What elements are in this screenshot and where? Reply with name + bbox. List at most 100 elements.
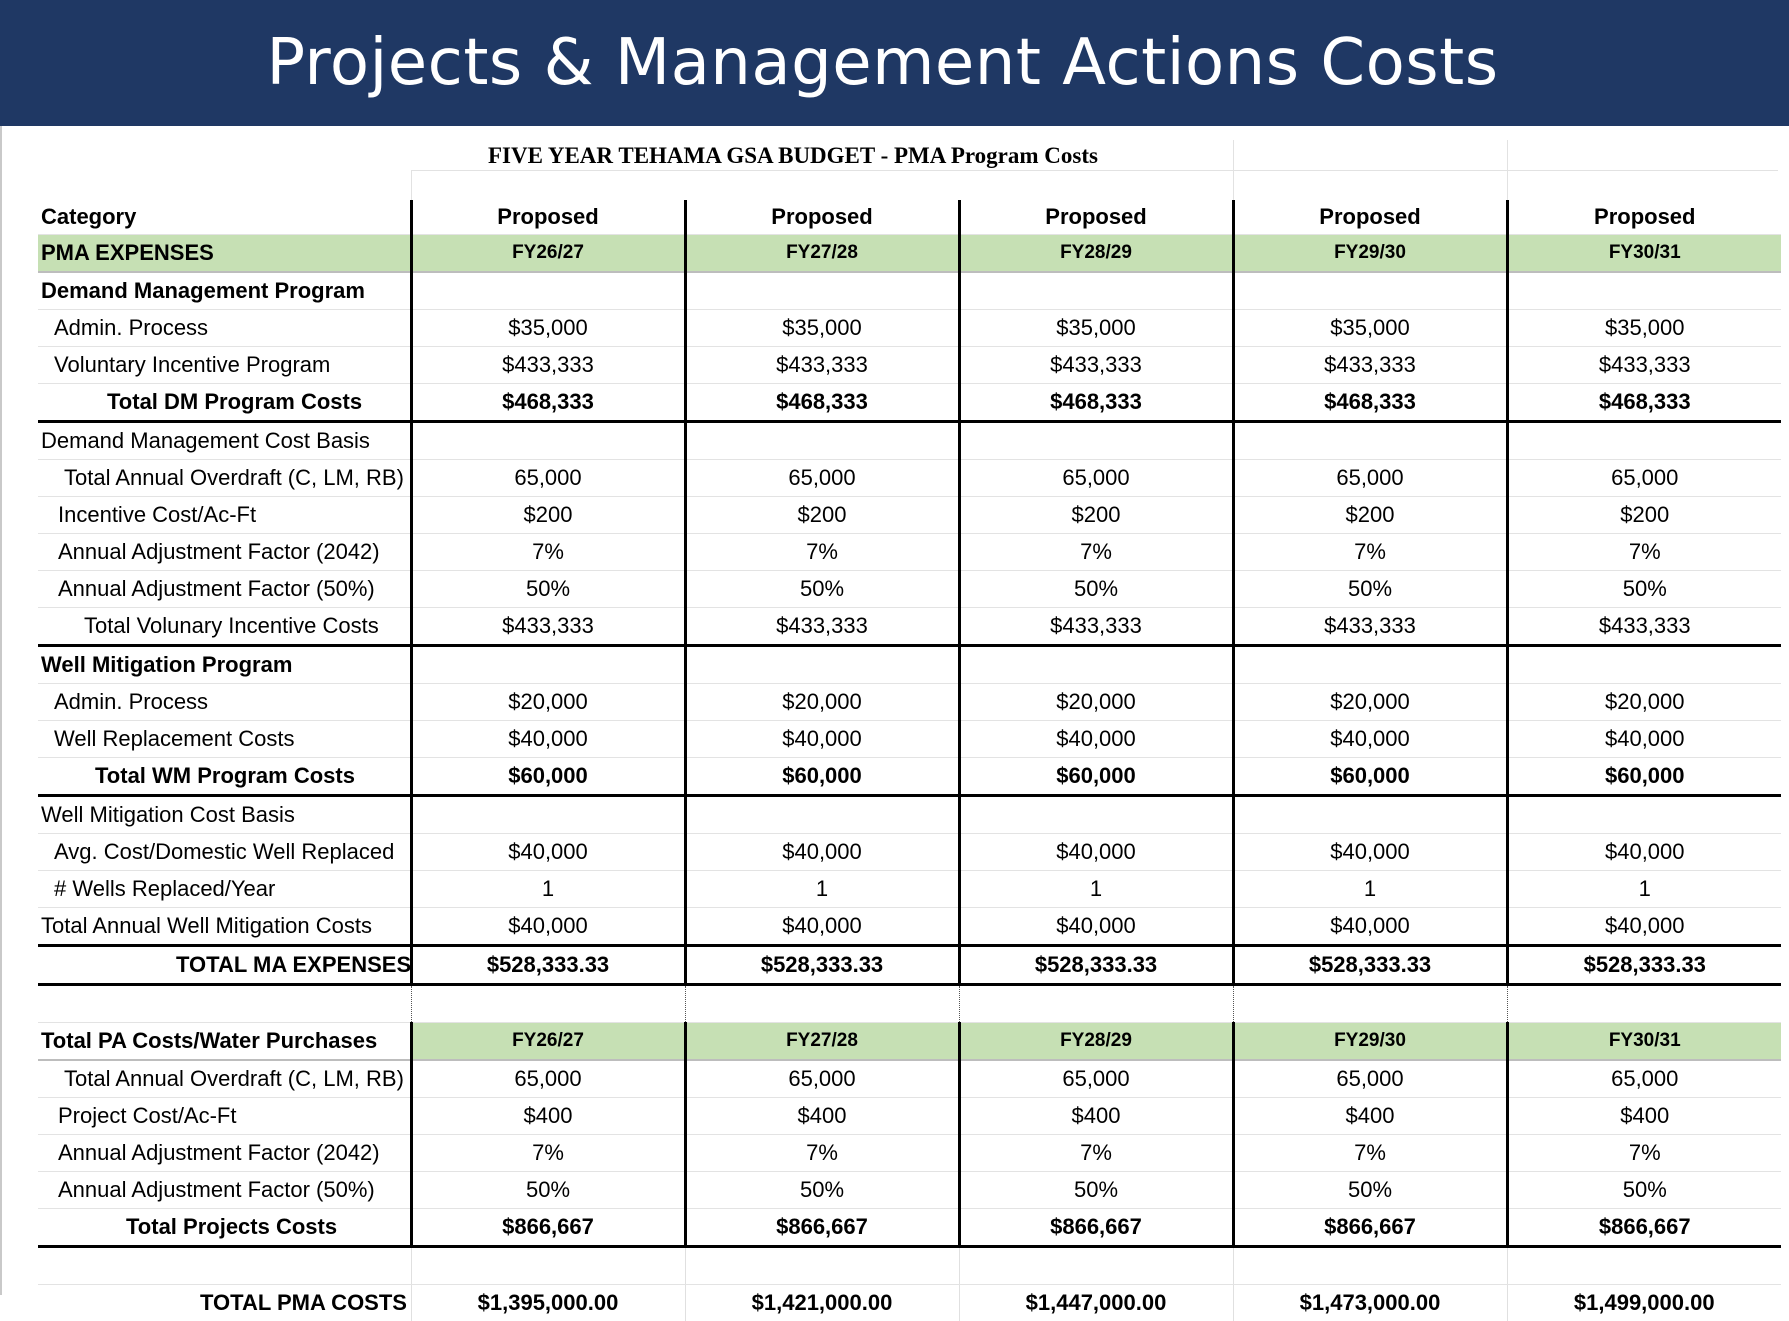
row-label: Annual Adjustment Factor (2042): [38, 1135, 411, 1172]
value-cell: 65,000: [1233, 460, 1507, 497]
value-cell: 7%: [411, 1135, 685, 1172]
row-label: # Wells Replaced/Year: [38, 871, 411, 908]
row-label: Voluntary Incentive Program: [38, 347, 411, 384]
grid-line: [411, 170, 412, 200]
fiscal-year-cell: FY30/31: [1507, 235, 1781, 273]
grand-total-row: TOTAL PMA COSTS $1,395,000.00 $1,421,000…: [38, 1285, 1781, 1321]
total-cell: $433,333: [685, 608, 959, 646]
total-cell: $866,667: [685, 1209, 959, 1247]
section-heading-row: Demand Management Program: [38, 272, 1781, 310]
value-cell: $40,000: [1233, 834, 1507, 871]
value-cell: 65,000: [411, 460, 685, 497]
value-cell: 65,000: [685, 460, 959, 497]
row-label: Annual Adjustment Factor (50%): [38, 571, 411, 608]
total-ma-label: TOTAL MA EXPENSES: [38, 946, 411, 985]
value-cell: 50%: [411, 1172, 685, 1209]
table-row: Annual Adjustment Factor (50%) 50% 50% 5…: [38, 571, 1781, 608]
value-cell: 7%: [1233, 534, 1507, 571]
proposed-header: Proposed: [411, 200, 685, 235]
section-heading-row: Demand Management Cost Basis: [38, 422, 1781, 460]
row-label: Admin. Process: [38, 310, 411, 347]
value-cell: $35,000: [685, 310, 959, 347]
section-heading: Demand Management Program: [38, 272, 411, 310]
value-cell: $35,000: [1507, 310, 1781, 347]
value-cell: 7%: [1507, 1135, 1781, 1172]
budget-table: Category Proposed Proposed Proposed Prop…: [38, 200, 1781, 1321]
section-heading: Well Mitigation Program: [38, 646, 411, 684]
value-cell: $40,000: [685, 721, 959, 758]
total-cell: $433,333: [1507, 608, 1781, 646]
table-row: Annual Adjustment Factor (50%) 50% 50% 5…: [38, 1172, 1781, 1209]
value-cell: $433,333: [1233, 347, 1507, 384]
value-cell: 65,000: [411, 1060, 685, 1098]
category-header: Category: [38, 200, 411, 235]
value-cell: 50%: [685, 1172, 959, 1209]
value-cell: 65,000: [1507, 1060, 1781, 1098]
proposed-header: Proposed: [1507, 200, 1781, 235]
value-cell: 65,000: [1233, 1060, 1507, 1098]
total-pma-cell: $1,421,000.00: [685, 1285, 959, 1321]
total-label: Total Volunary Incentive Costs: [38, 608, 411, 646]
value-cell: 50%: [1507, 1172, 1781, 1209]
proposed-header: Proposed: [959, 200, 1233, 235]
total-cell: $866,667: [959, 1209, 1233, 1247]
value-cell: 7%: [959, 1135, 1233, 1172]
value-cell: 50%: [1233, 1172, 1507, 1209]
value-cell: 50%: [1233, 571, 1507, 608]
fiscal-year-cell: FY27/28: [685, 235, 959, 273]
value-cell: $200: [1507, 497, 1781, 534]
page-title: Projects & Management Actions Costs: [266, 26, 1498, 100]
value-cell: 7%: [959, 534, 1233, 571]
table-row: Annual Adjustment Factor (2042) 7% 7% 7%…: [38, 534, 1781, 571]
value-cell: $200: [1233, 497, 1507, 534]
spacer-row: [38, 1247, 1781, 1285]
total-cell: $60,000: [411, 758, 685, 796]
table-row: Total Annual Overdraft (C, LM, RB) 65,00…: [38, 460, 1781, 497]
row-label: Incentive Cost/Ac-Ft: [38, 497, 411, 534]
value-cell: $400: [685, 1098, 959, 1135]
value-cell: 50%: [685, 571, 959, 608]
value-cell: $40,000: [1233, 721, 1507, 758]
value-cell: $40,000: [685, 908, 959, 946]
total-ma-cell: $528,333.33: [685, 946, 959, 985]
total-cell: $433,333: [1233, 608, 1507, 646]
value-cell: $433,333: [959, 347, 1233, 384]
value-cell: $40,000: [1507, 721, 1781, 758]
value-cell: $20,000: [1233, 684, 1507, 721]
value-cell: 50%: [1507, 571, 1781, 608]
value-cell: $35,000: [411, 310, 685, 347]
total-pma-label: TOTAL PMA COSTS: [38, 1285, 411, 1321]
value-cell: $40,000: [1233, 908, 1507, 946]
value-cell: $433,333: [685, 347, 959, 384]
fiscal-year-cell: FY28/29: [959, 1023, 1233, 1061]
total-row: Total Volunary Incentive Costs $433,333 …: [38, 608, 1781, 646]
value-cell: $40,000: [959, 834, 1233, 871]
proposed-header: Proposed: [685, 200, 959, 235]
value-cell: $400: [1233, 1098, 1507, 1135]
row-label: Annual Adjustment Factor (2042): [38, 534, 411, 571]
section-heading: Well Mitigation Cost Basis: [38, 796, 411, 834]
value-cell: 7%: [685, 534, 959, 571]
table-row: Incentive Cost/Ac-Ft $200 $200 $200 $200…: [38, 497, 1781, 534]
section-heading-row: Well Mitigation Program: [38, 646, 1781, 684]
table-row: Project Cost/Ac-Ft $400 $400 $400 $400 $…: [38, 1098, 1781, 1135]
total-pma-cell: $1,499,000.00: [1507, 1285, 1781, 1321]
row-label: Project Cost/Ac-Ft: [38, 1098, 411, 1135]
total-label: Total WM Program Costs: [38, 758, 411, 796]
table-row: Total Annual Well Mitigation Costs $40,0…: [38, 908, 1781, 946]
total-cell: $60,000: [959, 758, 1233, 796]
row-label: Total Annual Overdraft (C, LM, RB): [38, 1060, 411, 1098]
value-cell: $400: [411, 1098, 685, 1135]
table-row: Total Annual Overdraft (C, LM, RB) 65,00…: [38, 1060, 1781, 1098]
spacer-row: [38, 985, 1781, 1023]
total-cell: $60,000: [685, 758, 959, 796]
section-heading-row: Well Mitigation Cost Basis: [38, 796, 1781, 834]
total-cell: $468,333: [411, 384, 685, 422]
total-ma-cell: $528,333.33: [959, 946, 1233, 985]
fiscal-year-cell: FY30/31: [1507, 1023, 1781, 1061]
total-cell: $866,667: [411, 1209, 685, 1247]
proposed-header: Proposed: [1233, 200, 1507, 235]
total-ma-cell: $528,333.33: [1507, 946, 1781, 985]
value-cell: $40,000: [1507, 908, 1781, 946]
value-cell: $400: [959, 1098, 1233, 1135]
